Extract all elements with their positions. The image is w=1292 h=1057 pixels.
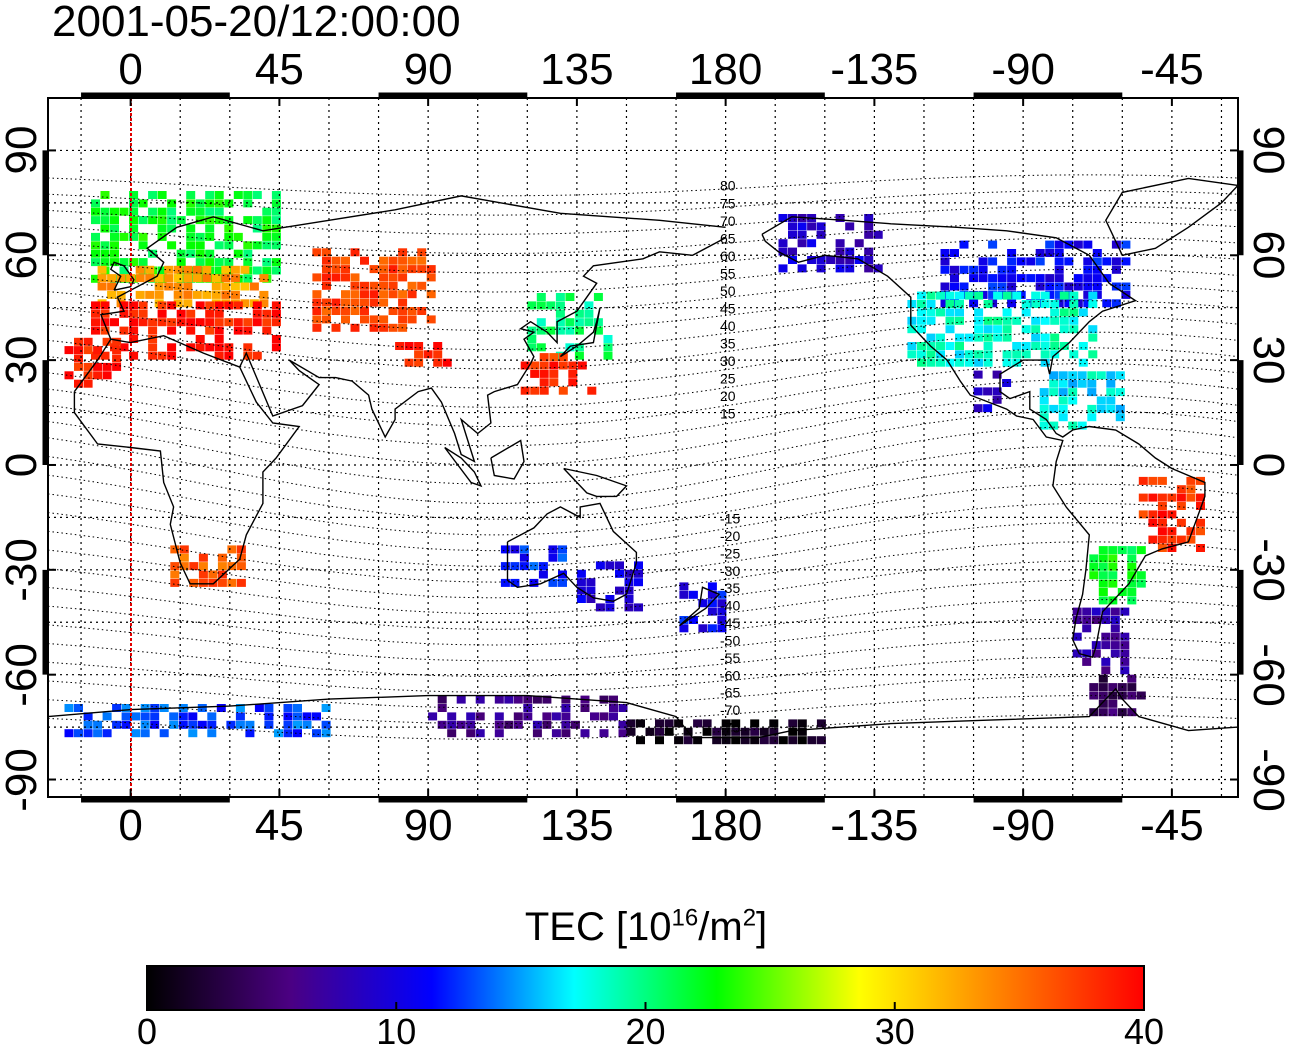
tec-region-central-asia [312,248,436,332]
maglat-label: 40 [720,318,736,334]
y-tick-label-left: 60 [0,230,46,280]
y-tick-label-right: 60 [1244,230,1292,280]
colorbar-title-unit: /m [698,905,743,949]
maglat-label: -40 [720,598,740,614]
maglat-label: 25 [720,371,736,387]
tec-region-iberia-africa-nw [64,337,122,388]
maglat-label: 75 [720,195,736,211]
colorbar-tick-label: 40 [1123,1011,1165,1052]
maglat-label: 55 [720,265,736,281]
maglat-label: 30 [720,353,736,369]
tec-region-europe-south [91,301,281,360]
tec-region-new-zealand [679,582,727,633]
x-tick-label-bottom: 45 [254,801,304,850]
colorbar-title-exponent: 16 [671,904,699,932]
x-tick-label-top: -90 [991,45,1055,94]
x-tick-label-bottom: 135 [540,801,614,850]
maglat-label: 70 [720,213,736,229]
tec-region-mexico [973,370,1012,413]
x-tick-label-top: 0 [118,45,143,94]
y-tick-label-right: -90 [1244,747,1292,812]
y-tick-label-right: -60 [1244,642,1292,707]
colorbar-tick-label: 30 [874,1011,915,1052]
maglat-label: -25 [720,545,740,561]
tec-region-alaska [778,214,883,273]
tec-region-china-south [520,353,597,395]
y-tick-label-left: -90 [0,747,46,812]
maglat-label: -15 [720,511,740,527]
y-tick-label-left: 90 [0,125,46,175]
colorbar-title-close: ] [756,905,768,949]
maglat-label: -55 [720,650,740,666]
tec-data-layer [64,191,1205,745]
colorbar-title-unit-exponent: 2 [742,904,757,932]
maglat-label: -65 [720,685,740,701]
maglat-label: 65 [720,230,736,246]
maglat-label: -60 [720,667,740,683]
colorbar-title: TEC [1016/m2] [0,902,1292,952]
y-tick-label-left: -60 [0,642,46,707]
x-tick-label-bottom: -45 [1140,801,1204,850]
y-tick-label-left: 0 [0,452,46,478]
x-tick-label-top: 135 [540,45,614,94]
tec-region-patagonia [1072,607,1130,675]
colorbar-title-main: TEC [10 [524,905,672,949]
colorbar-tick-label: 10 [376,1011,417,1052]
timestamp-title: 2001-05-20/12:00:00 [52,0,461,46]
y-tick-label-left: -30 [0,538,46,602]
x-tick-label-bottom: 180 [688,801,763,850]
x-tick-label-bottom: 0 [118,801,143,850]
y-tick-label-right: 90 [1244,125,1292,175]
tec-region-south-asia [395,342,452,367]
x-tick-label-top: -135 [830,45,919,94]
maglat-label: 60 [720,248,736,264]
y-tick-label-right: 30 [1244,335,1292,385]
x-tick-label-bottom: -135 [830,801,919,850]
maglat-label: -50 [720,633,740,649]
maglat-label: 20 [720,388,736,404]
magnetic-latitude-layer [48,174,1238,740]
y-tick-label-left: 30 [0,335,46,385]
maglat-label: -35 [720,580,740,596]
tec-region-argentina-north [1089,546,1146,605]
maglat-label: 50 [720,283,736,299]
maglat-label: -45 [720,615,740,631]
maglat-label: -20 [720,528,740,544]
x-tick-label-bottom: -90 [991,801,1055,850]
tec-region-australia-west [500,545,567,587]
map-frame [47,97,1239,798]
maglat-label: 45 [720,301,736,317]
grid-layer [48,98,1238,797]
map-background [48,98,1238,797]
maglat-label: 80 [720,178,736,194]
x-tick-label-top: 90 [403,45,453,94]
maglat-label: -75 [720,720,740,736]
maglat-label: -30 [720,563,740,579]
maglat-label: -70 [720,702,740,718]
tec-region-antarctica-east [428,695,628,738]
y-tick-label-right: -30 [1244,538,1292,602]
x-tick-label-bottom: 90 [403,801,453,850]
colorbar-tick-label: 0 [136,1011,158,1052]
x-tick-label-top: 180 [688,45,763,94]
maglat-label: 15 [720,406,736,422]
tec-region-australia-east [576,561,643,612]
colorbar-ticks [146,1002,1145,1010]
colorbar-tick-label: 20 [625,1011,666,1052]
axis-ticks [42,92,1244,803]
x-tick-label-top: -45 [1140,45,1204,94]
maglat-label: 35 [720,336,736,352]
y-tick-label-right: 0 [1244,452,1292,478]
tec-region-antarctica-west [64,704,331,738]
x-tick-label-top: 45 [254,45,304,94]
